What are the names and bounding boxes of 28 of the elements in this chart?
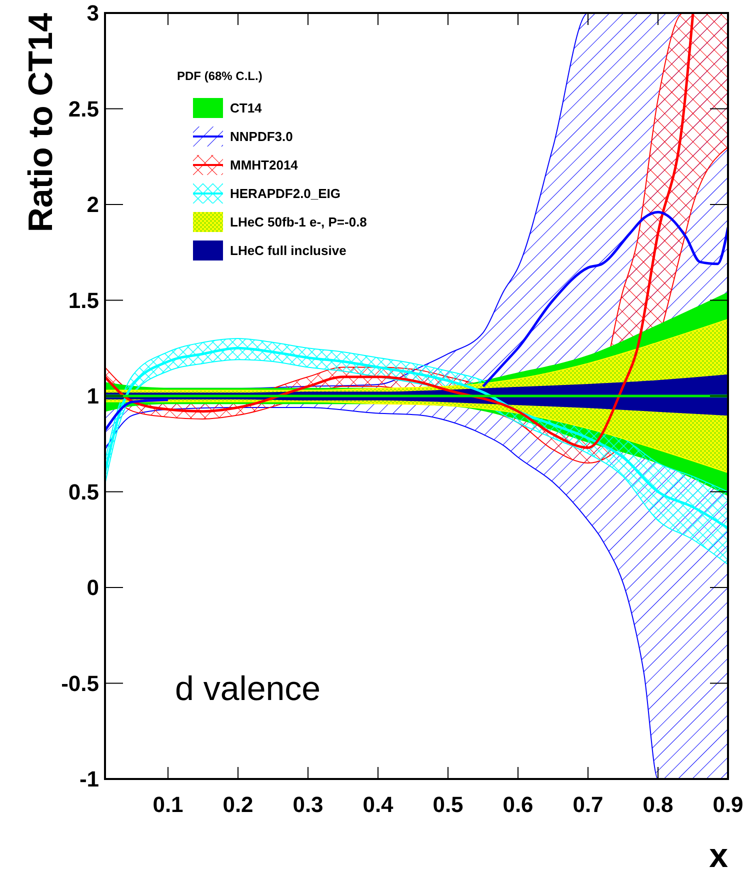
x-tick-label: 0.5	[432, 792, 464, 817]
x-tick-label: 0.4	[362, 792, 394, 817]
legend-label: LHeC full inclusive	[230, 243, 346, 258]
x-tick-label: 0.7	[572, 792, 604, 817]
x-tick-label: 0.6	[502, 792, 534, 817]
y-tick-label: 1	[86, 384, 99, 409]
x-tick-label: 0.8	[642, 792, 674, 817]
legend-label: HERAPDF2.0_EIG	[230, 186, 341, 202]
y-tick-label: 3	[86, 0, 99, 26]
y-tick-label: 0.5	[68, 479, 99, 504]
legend-label: MMHT2014	[230, 158, 299, 173]
y-tick-label: -1	[79, 766, 99, 792]
x-tick-label: 0.2	[222, 792, 254, 817]
y-tick-label: 0	[86, 575, 99, 600]
annotation: d valence	[175, 670, 321, 708]
x-axis-title: x	[709, 837, 728, 875]
y-tick-label: 1.5	[68, 288, 99, 313]
legend-title: PDF (68% C.L.)	[177, 69, 262, 83]
x-tick-label: 0.3	[292, 792, 324, 817]
y-axis-title: Ratio to CT14	[22, 12, 60, 232]
y-tick-label: 2.5	[68, 96, 99, 122]
x-tick-label: 0.9	[712, 792, 744, 817]
x-tick-label: 0.1	[152, 792, 184, 817]
y-tick-label: 2	[86, 192, 99, 218]
legend-label: NNPDF3.0	[230, 129, 293, 144]
legend-label: LHeC 50fb-1 e-, P=-0.8	[230, 214, 367, 230]
y-tick-label: -0.5	[61, 670, 99, 696]
legend-label: CT14	[230, 100, 263, 116]
